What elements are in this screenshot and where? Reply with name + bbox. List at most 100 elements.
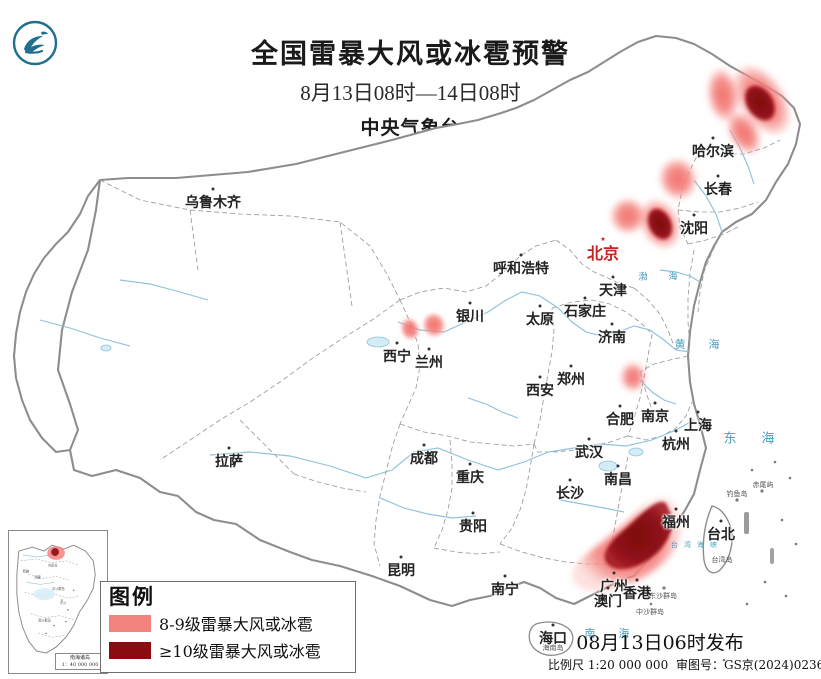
inset-scale-value: 1：40 000 000 bbox=[61, 662, 99, 668]
city-label: 台北 bbox=[707, 527, 735, 543]
city-label: 杭州 bbox=[662, 437, 690, 453]
province-boundaries bbox=[99, 139, 781, 567]
city-marker-dot bbox=[587, 437, 591, 441]
legend-box: 图例 8-9级雷暴大风或冰雹 ≥10级雷暴大风或冰雹 bbox=[100, 581, 356, 673]
island-label: 东沙群岛 bbox=[649, 592, 677, 600]
city-label: 贵阳 bbox=[459, 519, 487, 535]
sea-label: 渤 海 bbox=[638, 272, 684, 283]
city-label: 长沙 bbox=[556, 486, 584, 502]
city-marker-dot bbox=[618, 404, 622, 408]
city-label: 石家庄 bbox=[564, 304, 606, 320]
svg-text:中沙群岛: 中沙群岛 bbox=[52, 586, 65, 591]
city-marker-dot bbox=[422, 443, 426, 447]
city-label: 南宁 bbox=[491, 582, 519, 598]
city-marker-dot bbox=[568, 478, 572, 482]
city-label: 重庆 bbox=[456, 470, 484, 486]
city-label: 沈阳 bbox=[680, 221, 708, 237]
city-marker-dot bbox=[519, 253, 523, 257]
island-label: 钓鱼岛 bbox=[726, 490, 748, 498]
island-label: 海南岛 bbox=[542, 644, 564, 652]
island-dots bbox=[649, 460, 798, 662]
review-number: 审图号：GS京(2024)0236号 bbox=[676, 658, 821, 672]
city-marker-dot bbox=[696, 410, 700, 414]
map-scale: 比例尺 1:20 000 000 bbox=[548, 658, 669, 672]
legend-label-ge10: ≥10级雷暴大风或冰雹 bbox=[159, 642, 321, 662]
inset-scale-box: 南海诸岛 1：40 000 000 bbox=[55, 653, 105, 670]
sea-label: 黄 海 bbox=[674, 338, 726, 351]
city-marker-dot bbox=[719, 519, 723, 523]
warning-area-inner-mongolia-east bbox=[611, 199, 645, 233]
city-label: 昆明 bbox=[387, 563, 415, 579]
svg-text:西藏: 西藏 bbox=[34, 574, 41, 579]
taiwan-island bbox=[702, 505, 733, 574]
city-label: 武汉 bbox=[575, 445, 603, 461]
city-marker-dot bbox=[227, 446, 231, 450]
island-label: 台湾岛 bbox=[711, 556, 733, 564]
city-label: 南京 bbox=[641, 409, 669, 425]
city-label: 哈尔滨 bbox=[692, 144, 734, 160]
city-label: 郑州 bbox=[557, 372, 585, 388]
sea-label: 南 海 bbox=[584, 627, 636, 640]
city-label: 西宁 bbox=[383, 349, 411, 365]
city-label: 广州 bbox=[600, 579, 628, 595]
city-label: 兰州 bbox=[415, 355, 443, 371]
sea-label: 东 海 bbox=[723, 431, 781, 447]
city-label: 香港 bbox=[623, 586, 651, 602]
city-marker-dot bbox=[538, 304, 542, 308]
city-label: 乌鲁木齐 bbox=[185, 195, 241, 211]
issue-time: 08月13日06时发布 bbox=[576, 632, 744, 654]
city-marker-dot bbox=[611, 275, 615, 279]
city-label: 海口 bbox=[539, 631, 567, 647]
city-marker-dot bbox=[395, 341, 399, 345]
warning-area-gansu-lanzhou bbox=[400, 318, 420, 340]
sea-label: 台湾海峡 bbox=[671, 541, 723, 549]
city-marker-dot bbox=[612, 571, 616, 575]
legend-item-ge10: ≥10级雷暴大风或冰雹 bbox=[109, 638, 349, 662]
city-label: 合肥 bbox=[606, 412, 634, 428]
svg-text:内蒙古: 内蒙古 bbox=[48, 563, 57, 568]
city-label: 上海 bbox=[684, 418, 712, 434]
city-marker-dot bbox=[674, 429, 678, 433]
svg-text:东沙: 东沙 bbox=[60, 600, 66, 605]
city-marker-dot bbox=[551, 623, 555, 627]
hainan-island bbox=[528, 621, 574, 656]
island-label: 赤尾屿 bbox=[752, 481, 774, 489]
city-label: 济南 bbox=[598, 330, 626, 346]
city-marker-dot bbox=[674, 507, 678, 511]
city-marker-dot bbox=[503, 574, 507, 578]
city-label: 呼和浩特 bbox=[493, 261, 549, 277]
legend-label-8-9: 8-9级雷暴大风或冰雹 bbox=[159, 615, 313, 635]
city-label: 太原 bbox=[526, 312, 554, 328]
city-marker-dot bbox=[468, 462, 472, 466]
city-marker-dot bbox=[711, 136, 715, 140]
city-label: 成都 bbox=[410, 451, 438, 467]
lakes bbox=[100, 336, 644, 472]
warning-area-liaoning-northwest-core bbox=[647, 208, 673, 240]
city-marker-dot bbox=[653, 401, 657, 405]
city-marker-dot bbox=[692, 213, 696, 217]
warning-area-jilin-west bbox=[659, 159, 697, 199]
city-marker-dot bbox=[211, 187, 215, 191]
city-label: 银川 bbox=[456, 309, 484, 325]
legend-swatch-8-9 bbox=[109, 614, 151, 632]
city-label: 天津 bbox=[599, 283, 627, 299]
city-label: 长春 bbox=[704, 182, 732, 198]
warning-area-henan-anhui bbox=[621, 363, 645, 391]
city-marker-dot bbox=[427, 347, 431, 351]
island-label: 中沙群岛 bbox=[636, 608, 664, 616]
south-china-sea-inset-map: 新疆 西藏 内蒙古 中沙群岛 南沙群岛 东沙 南海诸岛 1：40 000 000 bbox=[8, 530, 108, 674]
city-label: 北京 bbox=[586, 244, 620, 263]
warning-areas-layer bbox=[400, 65, 790, 592]
rivers bbox=[39, 129, 755, 519]
city-marker-dot bbox=[635, 578, 639, 582]
legend-swatch-ge10 bbox=[109, 641, 151, 659]
cma-dragon-logo bbox=[10, 18, 60, 68]
svg-text:新疆: 新疆 bbox=[23, 569, 29, 574]
city-marker-dot bbox=[468, 301, 472, 305]
city-marker-dot bbox=[583, 296, 587, 300]
city-marker-dot bbox=[471, 511, 475, 515]
city-label: 澳门 bbox=[594, 594, 622, 610]
warning-area-ningxia-south bbox=[422, 313, 446, 337]
